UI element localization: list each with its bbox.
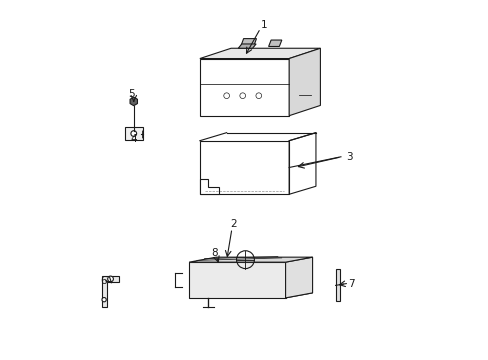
Polygon shape <box>189 257 312 262</box>
Polygon shape <box>335 269 339 301</box>
Polygon shape <box>130 97 137 106</box>
Text: 6: 6 <box>100 276 106 286</box>
Polygon shape <box>238 44 256 48</box>
Text: 5: 5 <box>128 89 135 99</box>
Polygon shape <box>240 39 256 46</box>
Text: 2: 2 <box>230 219 237 229</box>
Circle shape <box>102 297 106 302</box>
Circle shape <box>131 131 136 136</box>
Text: 3: 3 <box>346 152 352 162</box>
Circle shape <box>107 276 113 282</box>
Polygon shape <box>189 262 285 298</box>
Text: 4: 4 <box>130 134 137 144</box>
Polygon shape <box>102 276 119 307</box>
Polygon shape <box>268 40 281 46</box>
Polygon shape <box>285 257 312 298</box>
Text: 8: 8 <box>210 248 217 258</box>
Polygon shape <box>200 179 219 194</box>
Polygon shape <box>200 48 320 59</box>
Text: 7: 7 <box>347 279 354 289</box>
Polygon shape <box>124 127 142 140</box>
Polygon shape <box>189 293 312 298</box>
Text: 1: 1 <box>260 19 267 30</box>
Polygon shape <box>288 48 320 116</box>
